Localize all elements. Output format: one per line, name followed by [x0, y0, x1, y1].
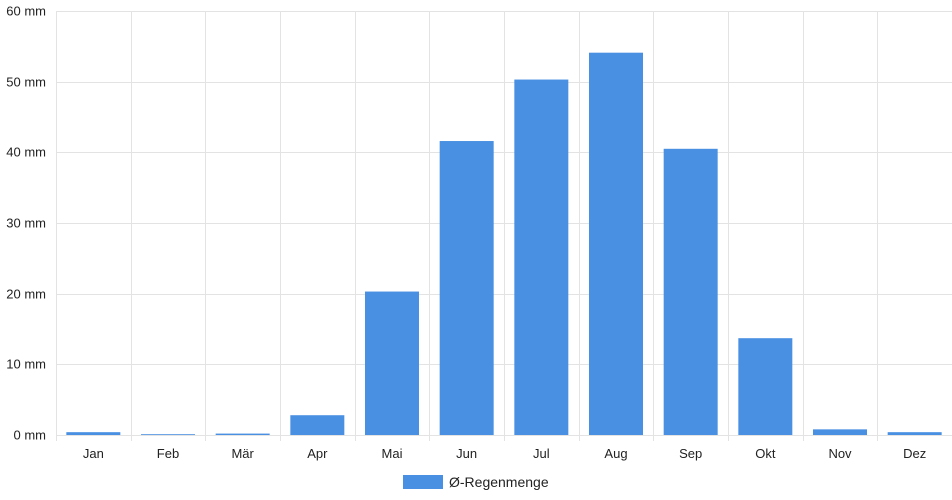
- bar[interactable]: [439, 141, 494, 435]
- y-tick-label: 50 mm: [6, 75, 46, 90]
- y-tick-label: 30 mm: [6, 216, 46, 231]
- x-tick-label: Aug: [604, 446, 627, 461]
- grid-layer: [56, 11, 952, 441]
- x-tick-label: Jun: [456, 446, 477, 461]
- legend-swatch[interactable]: [403, 475, 443, 489]
- x-tick-label: Dez: [903, 446, 926, 461]
- x-tick-label: Jul: [533, 446, 550, 461]
- x-tick-label: Mär: [231, 446, 254, 461]
- bar[interactable]: [887, 432, 942, 435]
- y-tick-label: 60 mm: [6, 4, 46, 19]
- legend[interactable]: Ø-Regenmenge: [403, 474, 549, 490]
- x-tick-label: Okt: [755, 446, 776, 461]
- bar[interactable]: [141, 434, 195, 435]
- bar[interactable]: [365, 291, 419, 435]
- x-tick-label: Sep: [679, 446, 702, 461]
- y-tick-label: 10 mm: [6, 357, 46, 372]
- axis-layer: 0 mm 10 mm 20 mm 30 mm 40 mm 50 mm 60 mm Jan Feb…: [6, 4, 926, 462]
- bar[interactable]: [290, 415, 345, 435]
- bar[interactable]: [738, 338, 793, 435]
- x-tick-label: Apr: [307, 446, 328, 461]
- y-tick-label: 0 mm: [14, 428, 47, 443]
- x-tick-label: Nov: [828, 446, 852, 461]
- x-tick-label: Feb: [157, 446, 179, 461]
- bar[interactable]: [813, 429, 867, 435]
- bar-layer: [66, 52, 942, 436]
- bar[interactable]: [514, 79, 569, 436]
- legend-label[interactable]: Ø-Regenmenge: [449, 474, 549, 490]
- x-tick-label: Mai: [382, 446, 403, 461]
- x-tick-label: Jan: [83, 446, 104, 461]
- y-tick-label: 20 mm: [6, 287, 46, 302]
- bar[interactable]: [589, 52, 643, 435]
- bar[interactable]: [66, 432, 121, 435]
- bar[interactable]: [663, 148, 718, 436]
- y-tick-label: 40 mm: [6, 145, 46, 160]
- bar[interactable]: [215, 433, 270, 435]
